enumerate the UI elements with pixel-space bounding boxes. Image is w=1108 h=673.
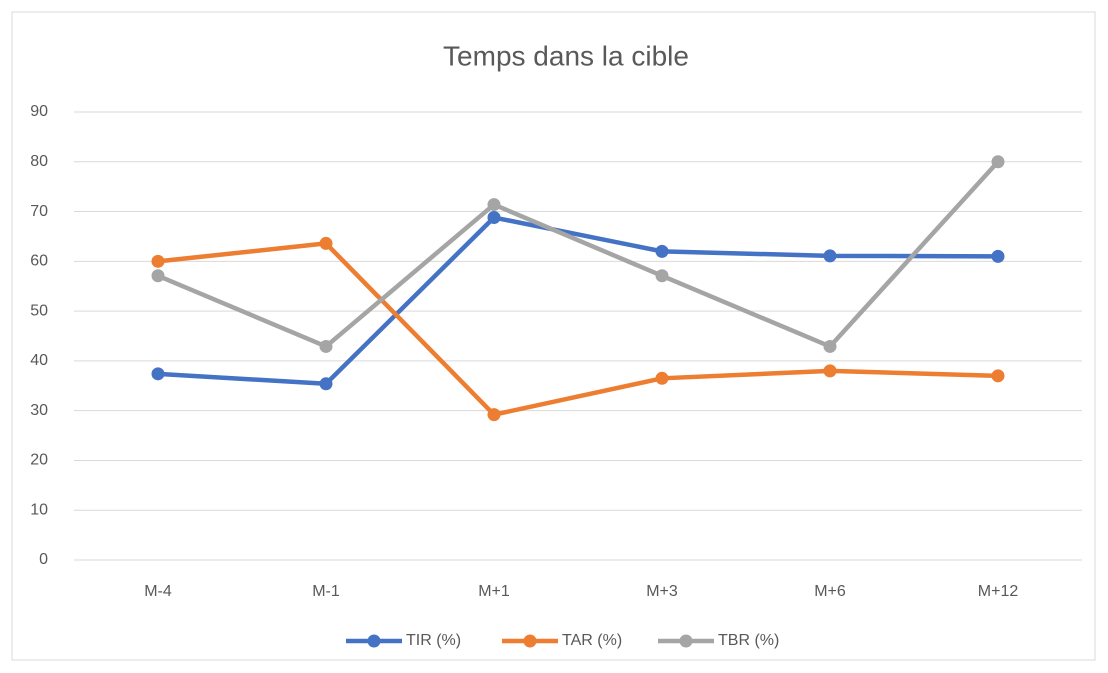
data-point <box>487 198 501 212</box>
y-tick-label: 10 <box>30 501 48 518</box>
data-point <box>319 236 333 250</box>
chart-title: Temps dans la cible <box>443 40 689 71</box>
data-point <box>823 339 837 353</box>
y-tick-label: 80 <box>30 153 48 170</box>
legend-marker <box>679 634 693 648</box>
chart-frame <box>11 11 1096 661</box>
legend-label: TBR (%) <box>718 632 779 649</box>
legend-label: TAR (%) <box>562 632 622 649</box>
data-point <box>991 249 1005 263</box>
series-line <box>155 215 1001 387</box>
data-point <box>655 244 669 258</box>
legend-marker <box>367 634 381 648</box>
data-point <box>655 269 669 283</box>
y-tick-label: 30 <box>30 402 48 419</box>
data-point <box>823 364 837 378</box>
legend-label: TIR (%) <box>406 632 461 649</box>
series-line <box>155 241 1001 417</box>
data-point <box>319 377 333 391</box>
data-point <box>151 367 165 381</box>
y-tick-label: 60 <box>30 253 48 270</box>
x-tick-label: M-4 <box>144 583 172 600</box>
y-tick-label: 0 <box>39 551 48 568</box>
data-point <box>319 339 333 353</box>
y-tick-label: 50 <box>30 302 48 319</box>
data-point <box>487 211 501 225</box>
data-point <box>151 254 165 268</box>
data-point <box>487 408 501 422</box>
legend-marker <box>523 634 537 648</box>
data-point <box>823 249 837 263</box>
data-point <box>991 155 1005 169</box>
y-tick-label: 20 <box>30 452 48 469</box>
x-tick-label: M+1 <box>478 583 510 600</box>
data-point <box>991 369 1005 383</box>
series-line <box>155 159 1001 349</box>
y-tick-label: 40 <box>30 352 48 369</box>
y-tick-label: 90 <box>30 103 48 120</box>
x-tick-label: M-1 <box>312 583 340 600</box>
x-tick-label: M+12 <box>978 583 1019 600</box>
x-tick-label: M+3 <box>646 583 678 600</box>
data-point <box>655 371 669 385</box>
data-point <box>151 269 165 283</box>
x-tick-label: M+6 <box>814 583 846 600</box>
y-tick-label: 70 <box>30 203 48 220</box>
